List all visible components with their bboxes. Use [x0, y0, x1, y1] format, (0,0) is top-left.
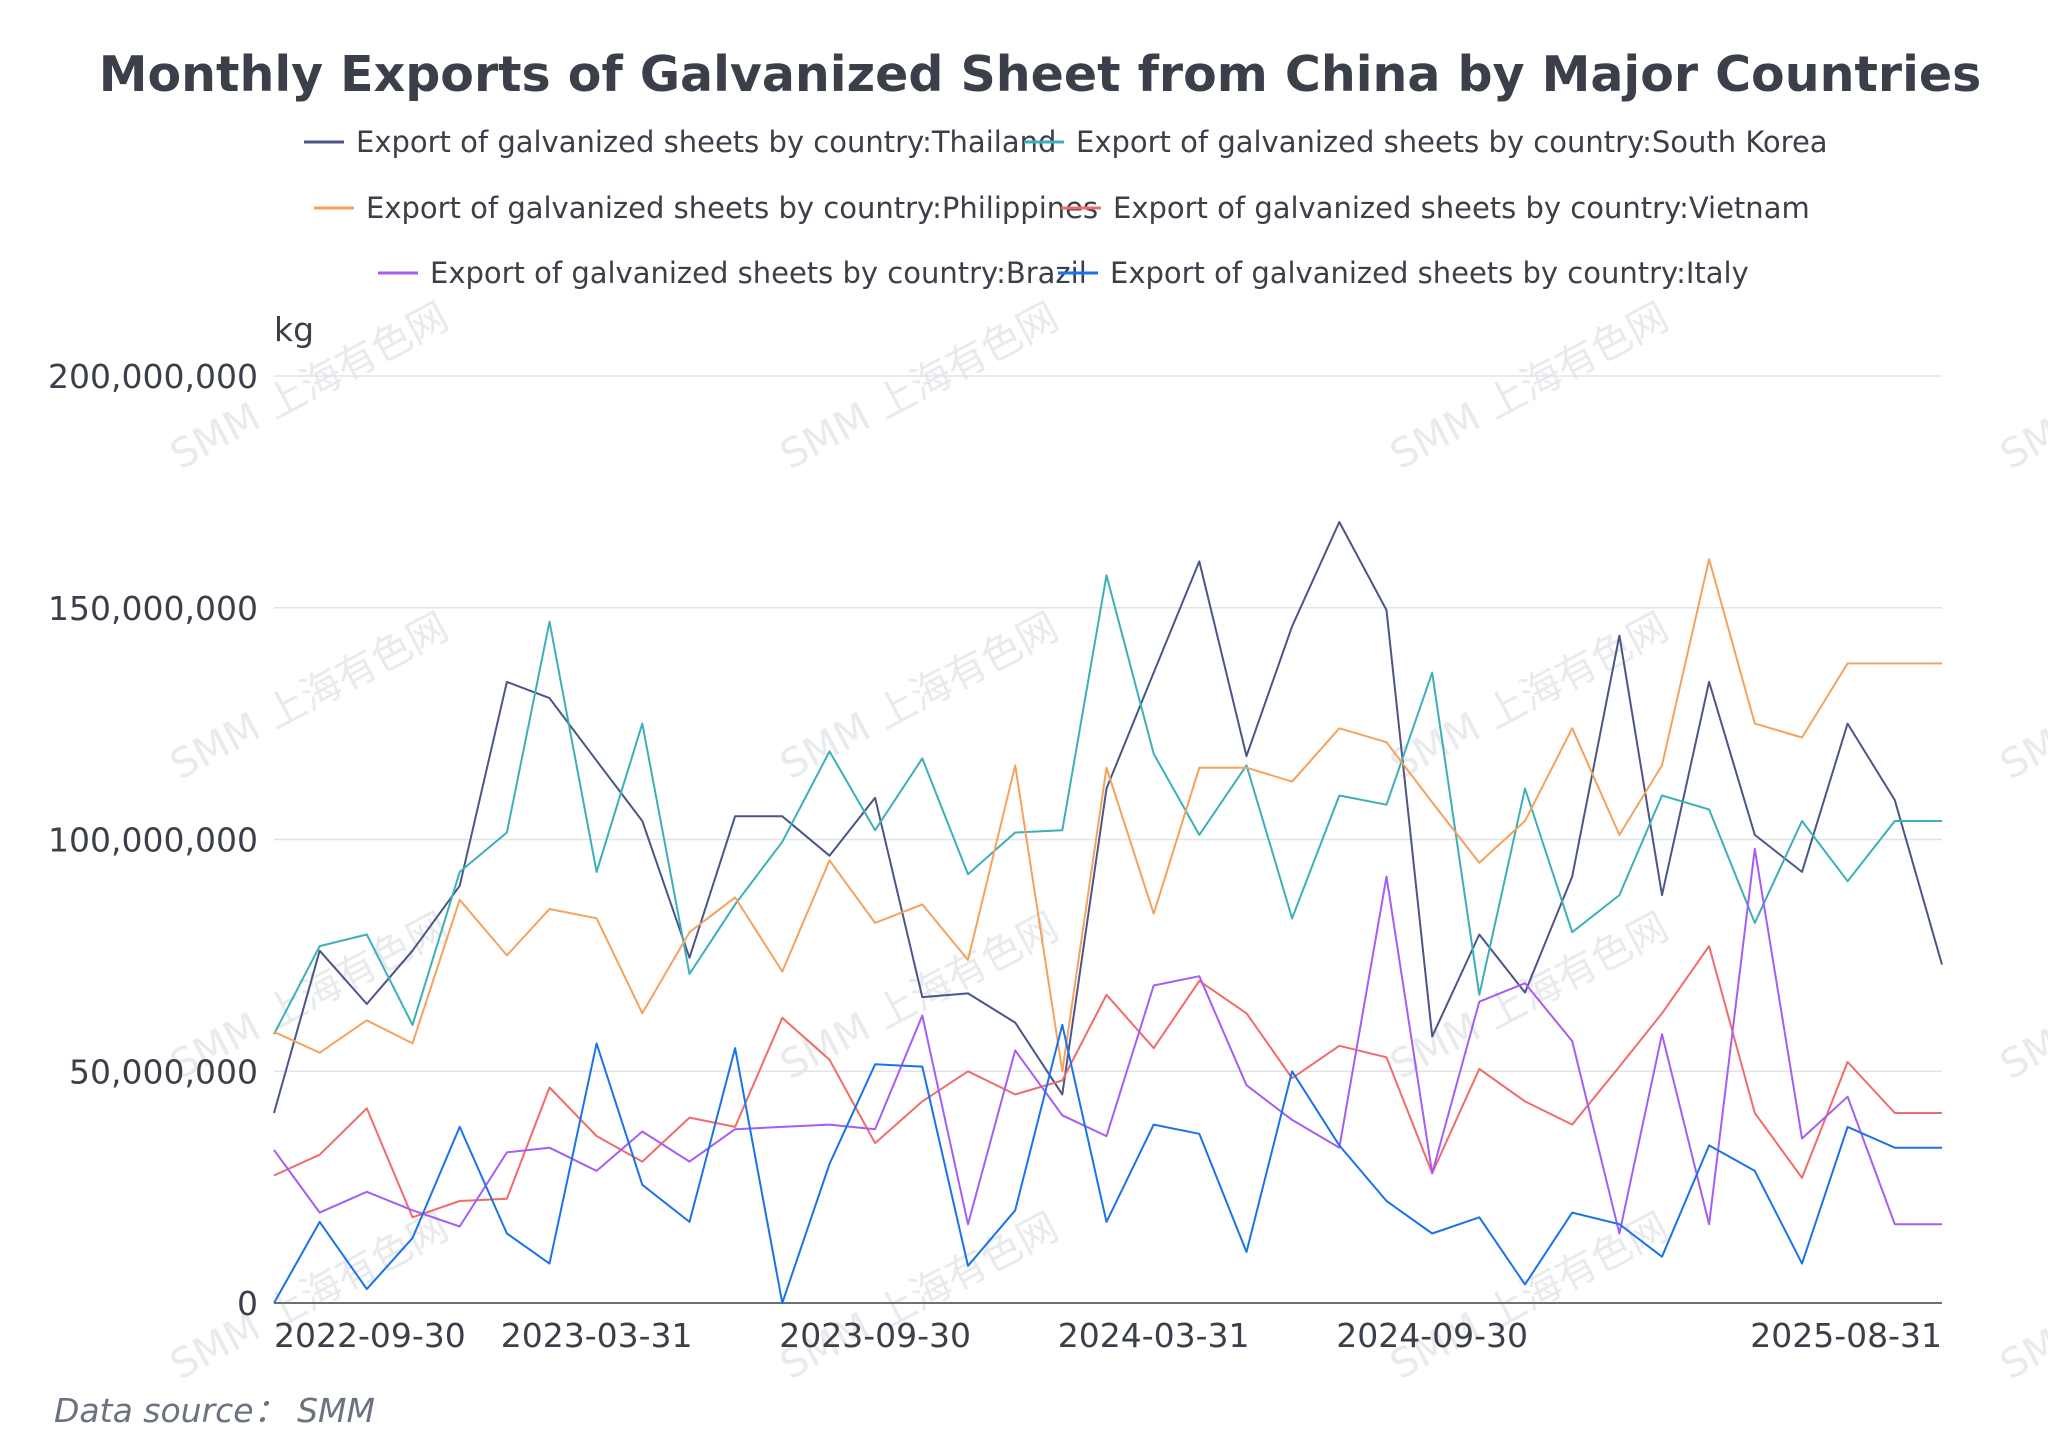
series-line[interactable] — [273, 847, 1942, 1235]
y-tick-label: 50,000,000 — [69, 1052, 258, 1091]
x-tick-label: 2023-03-31 — [501, 1316, 693, 1355]
y-tick-label: 150,000,000 — [48, 589, 258, 628]
legend-label: Export of galvanized sheets by country:T… — [356, 125, 1056, 159]
series-line[interactable] — [273, 945, 1942, 1219]
x-tick-label: 2024-09-30 — [1336, 1316, 1528, 1355]
y-axis-ticks: 0 50,000,000 100,000,000 150,000,000 200,000… — [48, 357, 258, 1323]
series-line[interactable] — [273, 574, 1942, 1035]
legend-label: Export of galvanized sheets by country:I… — [1110, 256, 1749, 290]
x-tick-label: 2025-08-31 — [1750, 1316, 1942, 1355]
watermark: SMM 上海有色网 — [773, 1204, 1066, 1389]
x-tick-label: 2023-09-30 — [779, 1316, 971, 1355]
legend-item[interactable]: Export of galvanized sheets by country:I… — [1058, 256, 1749, 290]
watermark: SMM 上海有色网 — [1993, 1204, 2048, 1389]
x-axis-ticks: 2022-09-30 2023-03-31 2023-09-30 2024-03-31… — [274, 1316, 1942, 1355]
grid-lines — [274, 375, 1942, 1304]
watermark: SMM 上海有色网 — [163, 604, 456, 789]
legend-item[interactable]: Export of galvanized sheets by country:V… — [1061, 191, 1810, 225]
watermark: SMM 上海有色网 — [1383, 1204, 1676, 1389]
watermark: SMM 上海有色网 — [1993, 294, 2048, 479]
chart-title: Monthly Exports of Galvanized Sheet from… — [99, 46, 1982, 103]
y-tick-label: 0 — [237, 1284, 258, 1323]
watermark: SMM 上海有色网 — [1993, 604, 2048, 789]
legend-item[interactable]: Export of galvanized sheets by country:T… — [304, 125, 1056, 159]
legend-item[interactable]: Export of galvanized sheets by country:B… — [378, 256, 1087, 290]
series-lines — [273, 521, 1943, 1304]
x-tick-label: 2024-03-31 — [1058, 1316, 1250, 1355]
legend-label: Export of galvanized sheets by country:S… — [1076, 125, 1828, 159]
legend-item[interactable]: Export of galvanized sheets by country:S… — [1024, 125, 1828, 159]
legend-label: Export of galvanized sheets by country:V… — [1113, 191, 1810, 225]
series-line[interactable] — [273, 1023, 1942, 1304]
watermark: SMM 上海有色网 — [1383, 604, 1676, 789]
legend-label: Export of galvanized sheets by country:P… — [366, 191, 1098, 225]
y-tick-label: 100,000,000 — [48, 821, 258, 860]
series-line[interactable] — [273, 558, 1942, 1073]
legend: Export of galvanized sheets by country:T… — [304, 125, 1828, 290]
series-line[interactable] — [273, 521, 1943, 1114]
watermark-layer: SMM 上海有色网 SMM 上海有色网 SMM 上海有色网 SMM 上海有色网 SMM … — [163, 294, 2048, 1389]
watermark: SMM 上海有色网 — [1993, 904, 2048, 1089]
y-tick-label: 200,000,000 — [48, 357, 258, 396]
y-axis-unit-label: kg — [274, 310, 314, 349]
watermark: SMM 上海有色网 — [773, 294, 1066, 479]
legend-label: Export of galvanized sheets by country:B… — [430, 256, 1087, 290]
data-source-label: Data source： SMM — [54, 1391, 375, 1430]
watermark: SMM 上海有色网 — [1383, 294, 1676, 479]
legend-item[interactable]: Export of galvanized sheets by country:P… — [314, 191, 1098, 225]
x-tick-label: 2022-09-30 — [274, 1316, 466, 1355]
watermark: SMM 上海有色网 — [163, 1204, 456, 1389]
